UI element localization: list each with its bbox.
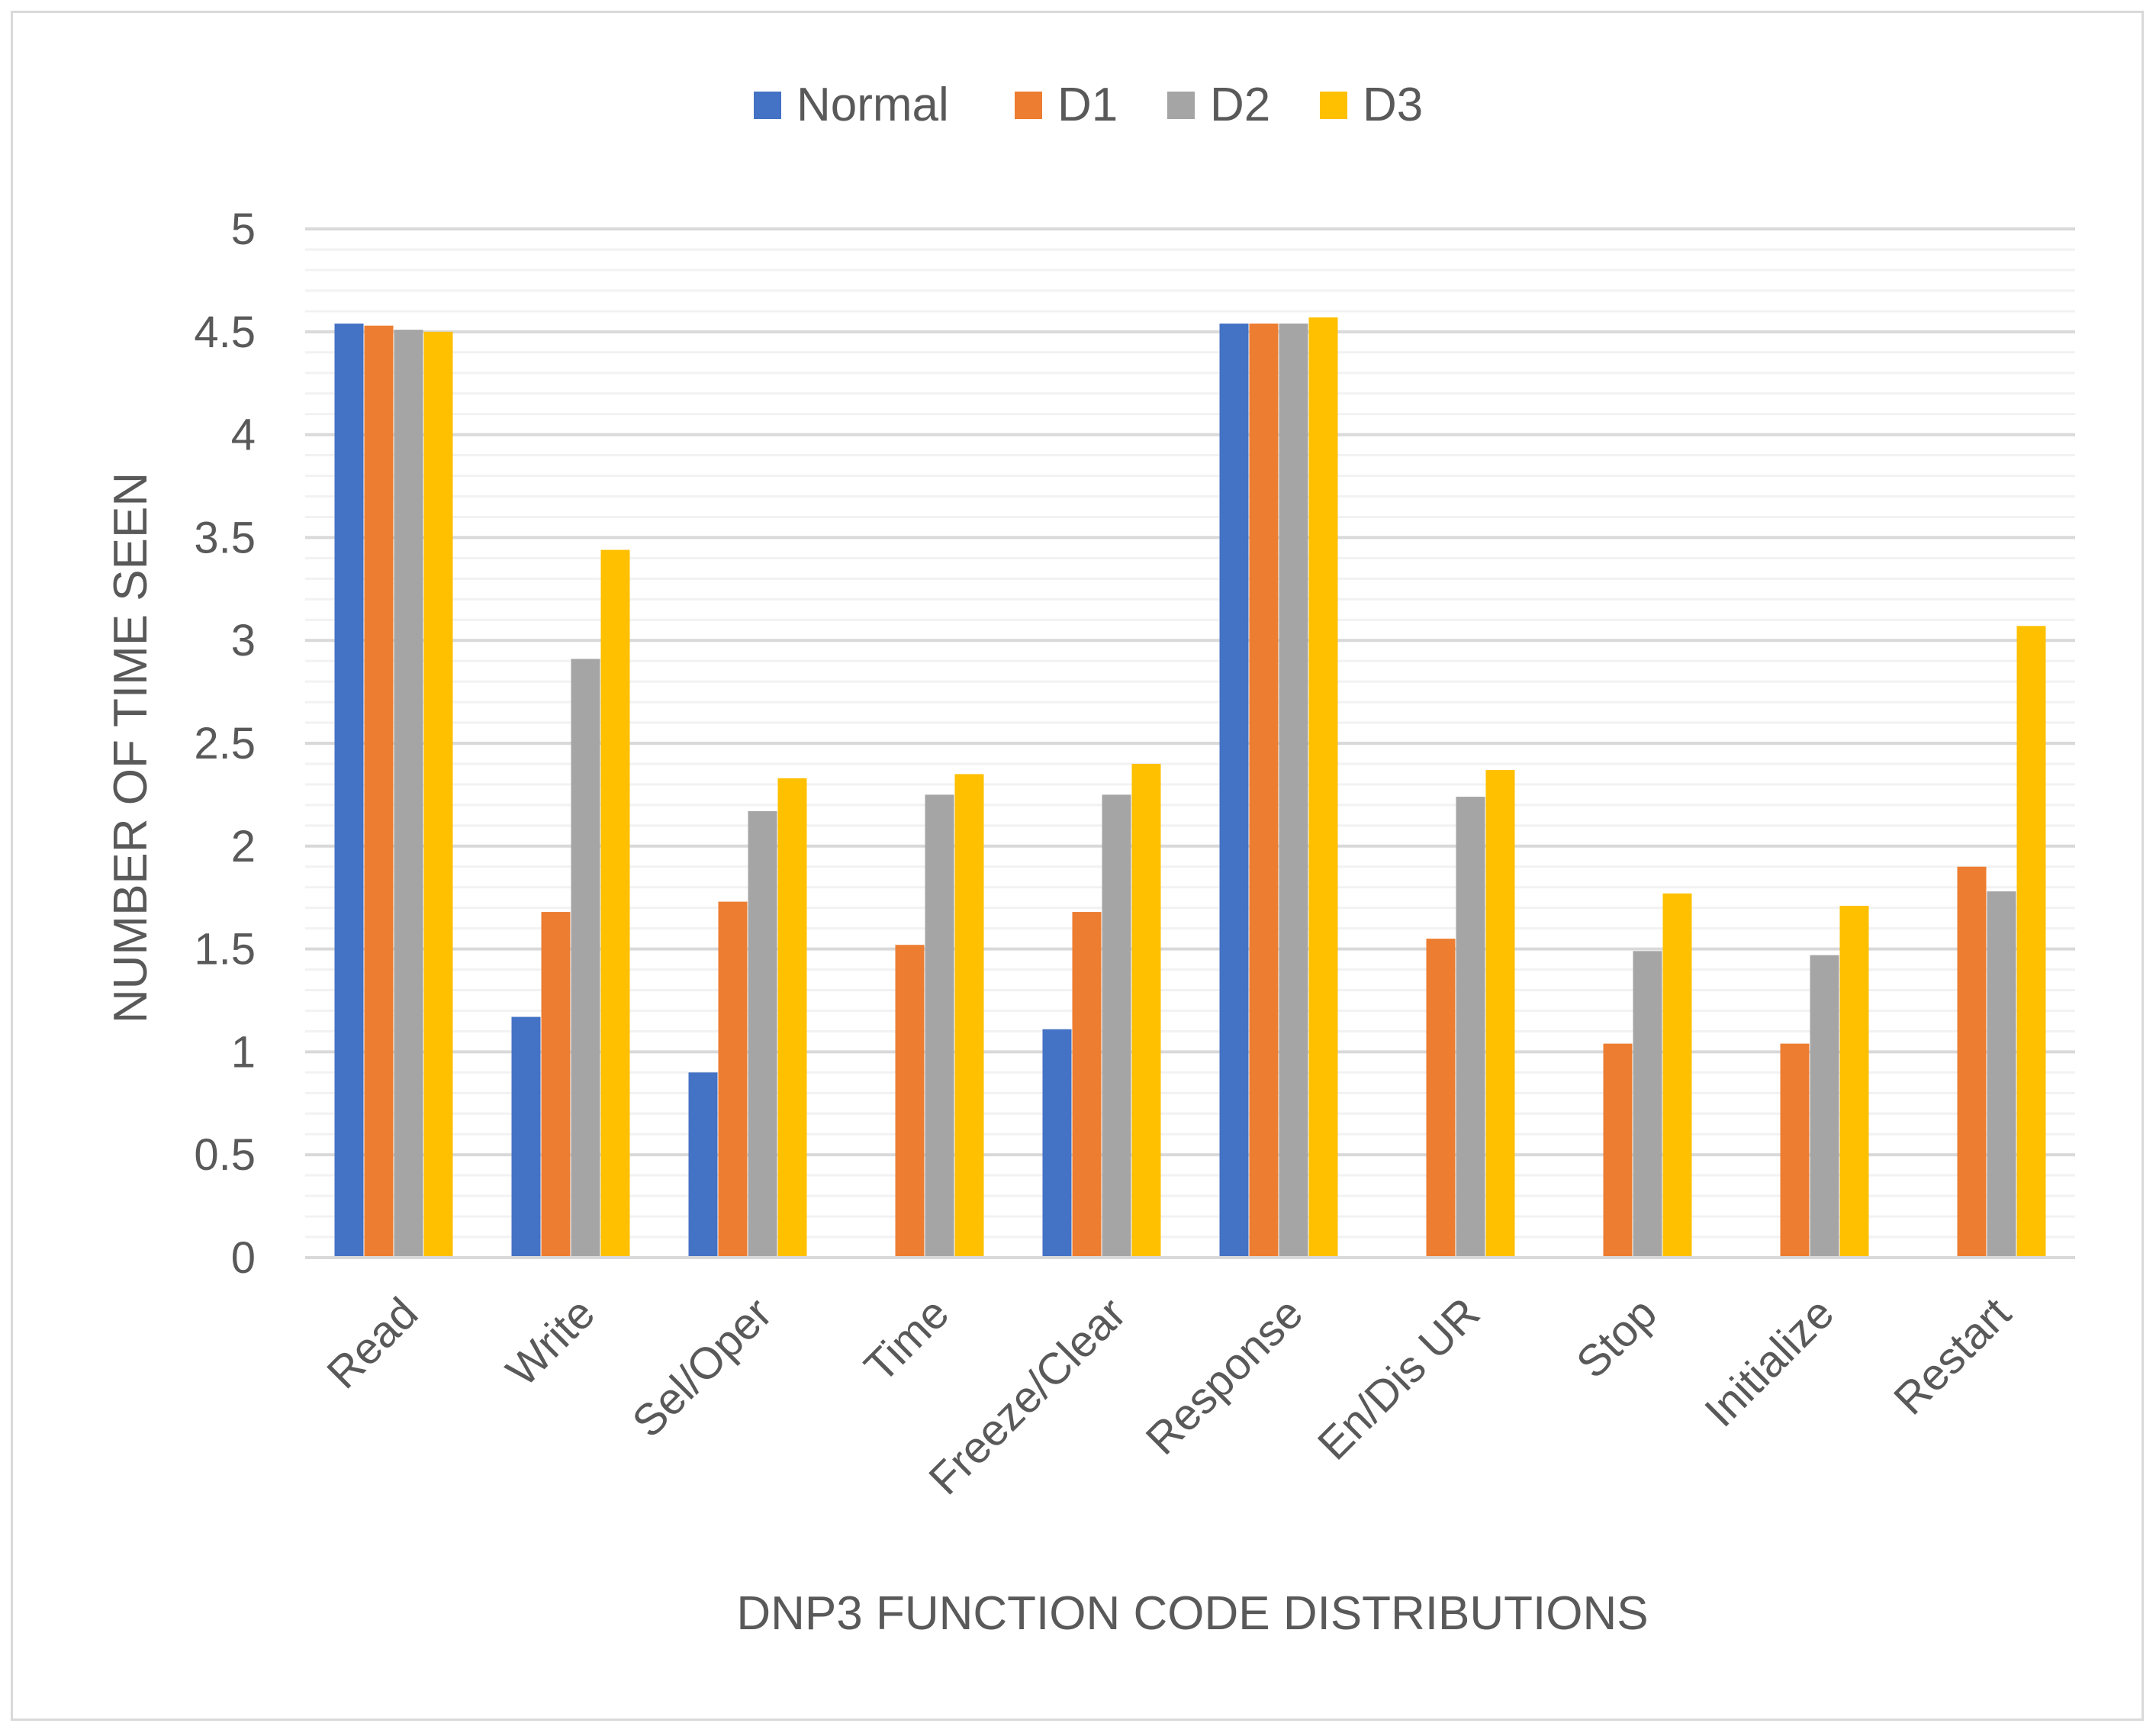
y-tick-label: 3 [231,616,256,665]
bar-d2-9 [1987,891,2016,1258]
y-tick-label: 2 [231,822,256,871]
bar-d1-5 [1249,324,1279,1258]
bar-d1-9 [1957,866,1987,1258]
bar-d3-9 [2016,626,2046,1258]
bar-d2-5 [1279,324,1308,1258]
bar-normal-4 [1042,1029,1072,1258]
bar-d1-8 [1780,1043,1810,1258]
bar-d3-8 [1839,905,1869,1258]
bar-d3-6 [1485,770,1515,1258]
y-tick-label: 3.5 [194,513,256,562]
y-tick-label: 1 [231,1027,256,1077]
legend-label-d2: D2 [1210,79,1270,131]
bar-d1-1 [541,912,571,1258]
legend-swatch-normal [754,92,781,119]
bar-d3-7 [1662,893,1692,1258]
bar-normal-5 [1219,324,1249,1258]
legend-swatch-d1 [1015,92,1042,119]
y-axis-tick-labels: 0 0.5 1 1.5 2 2.5 3 3.5 4 4.5 5 [194,205,256,1283]
y-tick-label: 4 [231,411,256,460]
legend-label-normal: Normal [796,79,949,131]
x-tick-label: Initialize [1695,1288,1843,1436]
bar-d3-0 [423,331,453,1258]
x-tick-label: Write [497,1288,604,1396]
bar-d2-7 [1633,951,1662,1258]
x-tick-label: Stop [1567,1288,1666,1387]
x-tick-label: Time [855,1288,959,1392]
x-tick-label: Read [317,1288,427,1398]
y-tick-label: 4.5 [194,308,256,357]
legend: Normal D1 D2 D3 [754,79,1423,131]
bar-d1-6 [1426,939,1456,1258]
y-axis-label: NUMBER OF TIME SEEN [105,472,157,1023]
bar-d2-3 [925,794,954,1258]
bar-d3-5 [1308,317,1338,1258]
bar-d2-0 [394,330,423,1258]
y-tick-label: 2.5 [194,719,256,768]
x-axis-label: DNP3 FUNCTION CODE DISTRIBUTIONS [736,1587,1648,1640]
bar-d1-7 [1603,1043,1633,1258]
bar-d3-2 [777,778,807,1258]
bar-d2-6 [1456,797,1485,1258]
legend-swatch-d2 [1167,92,1195,119]
y-tick-label: 0 [231,1233,256,1283]
bar-d3-3 [954,774,984,1258]
bar-d2-8 [1810,955,1839,1258]
y-tick-label: 0.5 [194,1130,256,1180]
bar-normal-2 [688,1072,718,1258]
chart-frame [11,11,2144,1721]
x-tick-label: Response [1137,1288,1313,1464]
bar-d1-4 [1072,912,1102,1258]
bar-d3-1 [600,549,630,1258]
y-tick-label: 5 [231,205,256,254]
x-tick-label: Sel/Oper [623,1288,781,1447]
legend-label-d3: D3 [1363,79,1423,131]
bar-normal-1 [511,1016,541,1258]
legend-swatch-d3 [1320,92,1347,119]
bar-d1-3 [895,945,925,1258]
bar-d1-2 [718,901,748,1258]
bar-normal-0 [334,324,364,1258]
minor-gridlines [305,248,2075,1239]
bar-d2-4 [1102,794,1131,1258]
y-tick-label: 1.5 [194,925,256,974]
major-gridlines [305,227,2075,1157]
x-tick-label: Restart [1884,1288,2020,1424]
bars [334,317,2046,1258]
x-tick-label: En/Dis UR [1308,1288,1489,1469]
bar-d1-0 [364,325,394,1258]
bar-d2-2 [748,810,777,1258]
bar-d3-4 [1131,763,1161,1258]
legend-label-d1: D1 [1057,79,1118,131]
bar-d2-1 [571,659,600,1258]
